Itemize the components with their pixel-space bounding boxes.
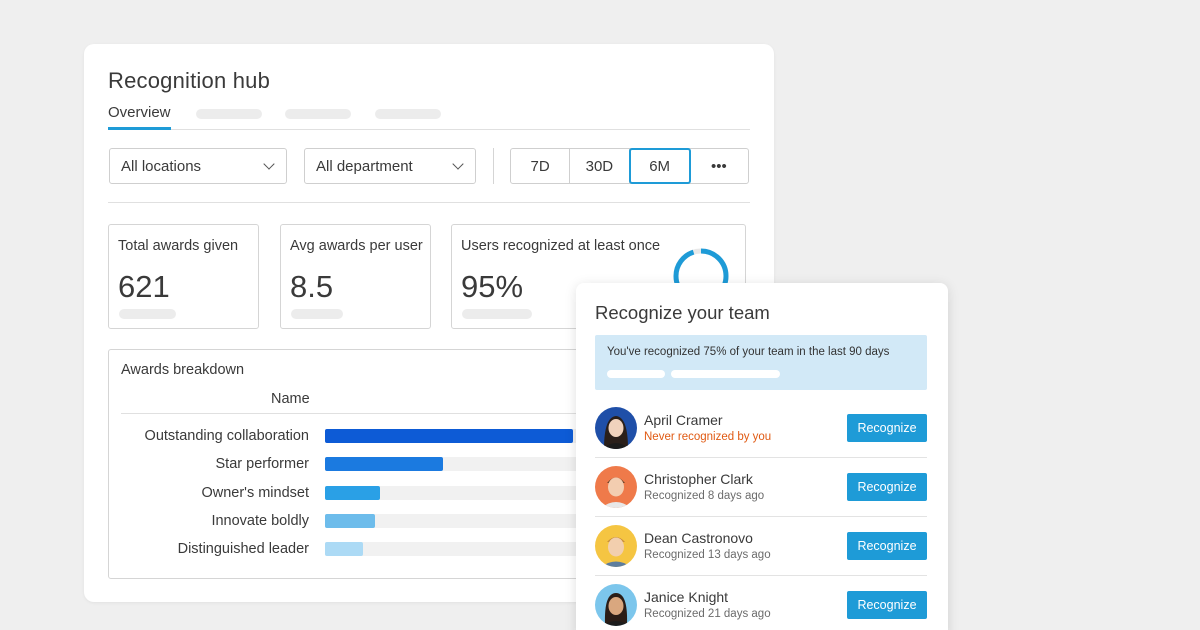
location-select-value: All locations	[121, 157, 202, 175]
breakdown-bar	[325, 542, 363, 557]
recognize-team-card: Recognize your team You've recognized 75…	[576, 283, 948, 630]
avatar	[595, 584, 637, 626]
banner-text: You've recognized 75% of your team in th…	[607, 346, 890, 358]
stat-label: Avg awards per user	[290, 238, 423, 254]
person-row: Christopher Clark Recognized 8 days ago …	[595, 458, 927, 517]
breakdown-bar	[325, 485, 380, 500]
tab-overview[interactable]: Overview	[108, 104, 171, 130]
person-name: Janice Knight	[644, 589, 729, 605]
breakdown-column-header: Name	[271, 391, 310, 407]
breakdown-title: Awards breakdown	[121, 362, 245, 378]
person-status: Recognized 13 days ago	[644, 549, 771, 561]
filter-divider	[493, 148, 494, 184]
breakdown-bar	[325, 429, 573, 443]
tab-placeholder[interactable]	[285, 109, 351, 119]
chevron-down-icon	[452, 158, 464, 170]
stat-value: 8.5	[290, 269, 334, 304]
banner-placeholder	[607, 370, 665, 378]
stat-card-avg-awards: Avg awards per user 8.5	[280, 224, 431, 329]
person-name: Christopher Clark	[644, 471, 753, 487]
department-select[interactable]: All department	[304, 148, 476, 184]
recognize-button[interactable]: Recognize	[847, 532, 927, 560]
recognition-banner: You've recognized 75% of your team in th…	[595, 335, 927, 390]
person-name: Dean Castronovo	[644, 530, 753, 546]
avatar	[595, 525, 637, 567]
banner-placeholder	[671, 370, 780, 378]
avatar	[595, 466, 637, 508]
breakdown-label: Owner's mindset	[201, 484, 309, 501]
person-name: April Cramer	[644, 412, 723, 428]
more-dots-icon[interactable]: •••	[710, 157, 727, 175]
breakdown-divider	[121, 413, 741, 414]
range-6m-button[interactable]: 6M	[628, 148, 691, 184]
location-select[interactable]: All locations	[109, 148, 287, 184]
tab-placeholder[interactable]	[196, 109, 262, 119]
person-status: Never recognized by you	[644, 431, 772, 443]
tab-bar: Overview	[108, 102, 750, 130]
stat-value: 95%	[461, 269, 524, 304]
team-title: Recognize your team	[595, 302, 770, 323]
recognize-button[interactable]: Recognize	[847, 591, 927, 619]
recognize-button[interactable]: Recognize	[847, 414, 927, 442]
person-status: Recognized 21 days ago	[644, 608, 771, 620]
section-divider	[108, 202, 750, 203]
person-row: Dean Castronovo Recognized 13 days ago R…	[595, 517, 927, 576]
range-30d-button[interactable]: 30D	[570, 149, 630, 183]
department-select-value: All department	[316, 157, 413, 175]
avatar	[595, 407, 637, 449]
person-row: April Cramer Never recognized by you Rec…	[595, 399, 927, 458]
breakdown-label: Star performer	[215, 456, 309, 473]
person-status: Recognized 8 days ago	[644, 490, 765, 502]
person-row: Janice Knight Recognized 21 days ago Rec…	[595, 576, 927, 630]
stat-placeholder	[119, 309, 176, 319]
stat-placeholder	[291, 309, 343, 319]
page-title: Recognition hub	[108, 68, 271, 93]
breakdown-bar	[325, 513, 375, 528]
stat-placeholder	[462, 309, 532, 319]
date-range-selector: 7D 30D 6M •••	[510, 148, 749, 184]
recognize-button[interactable]: Recognize	[847, 473, 927, 501]
stat-card-total-awards: Total awards given 621	[108, 224, 259, 329]
range-7d-button[interactable]: 7D	[511, 149, 571, 183]
stat-label: Users recognized at least once	[461, 238, 661, 254]
breakdown-label: Innovate boldly	[211, 512, 309, 529]
tab-placeholder[interactable]	[375, 109, 441, 119]
breakdown-bar	[325, 457, 443, 472]
breakdown-label: Distinguished leader	[177, 541, 309, 558]
chevron-down-icon	[263, 158, 275, 170]
stat-label: Total awards given	[118, 238, 239, 254]
stat-value: 621	[118, 269, 170, 304]
breakdown-label: Outstanding collaboration	[144, 428, 309, 444]
